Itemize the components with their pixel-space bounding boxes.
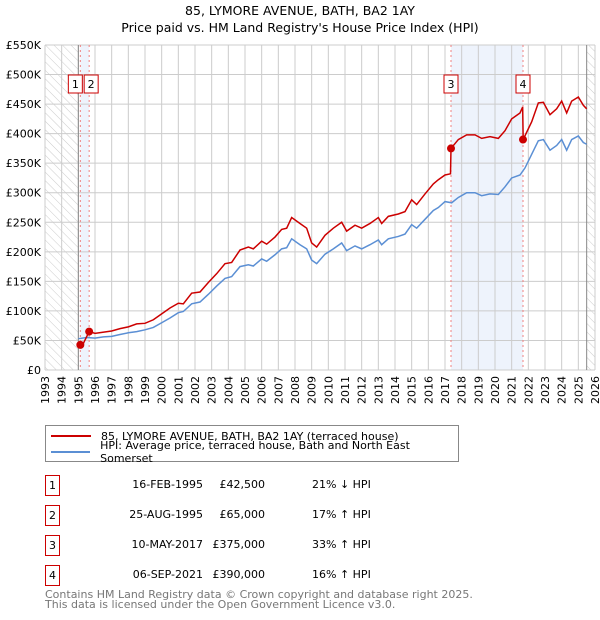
sale-point [447,144,455,153]
transaction-price: £42,500 [219,478,266,491]
x-tick-label: 1999 [139,376,152,404]
x-tick-label: 2017 [439,376,452,404]
transaction-hpi-diff: 16% ↑ HPI [312,568,371,581]
y-tick-label: £100K [6,305,42,318]
transaction-row: 4 06-SEP-2021 £390,000 16% ↑ HPI [45,565,465,586]
property-price-line [80,95,588,346]
transaction-price: £65,000 [219,508,266,521]
y-tick-label: £250K [6,216,42,229]
x-tick-label: 2022 [522,376,535,404]
transaction-hpi-diff: 33% ↑ HPI [312,538,371,551]
x-tick-label: 2025 [572,376,585,404]
transaction-number: 1 [45,475,60,496]
x-tick-label: 2010 [322,376,335,404]
transaction-price: £375,000 [212,538,266,551]
sale-label-box [443,74,459,94]
x-tick-label: 1993 [39,376,52,404]
legend-label: 85, LYMORE AVENUE, BATH, BA2 1AY (terrac… [101,429,399,443]
x-tick-label: 2011 [339,376,352,404]
footer-line-1: Contains HM Land Registry data © Crown c… [45,588,473,601]
x-tick-label: 2007 [272,376,285,404]
sale-point [519,135,527,144]
sale-point [85,327,94,336]
no-data-hatch-right [586,45,595,370]
x-tick-label: 2004 [222,376,235,404]
x-tick-label: 2018 [456,376,469,404]
transaction-date: 10-MAY-2017 [131,538,203,551]
y-tick-label: £200K [6,246,42,259]
chart-subtitle: Price paid vs. HM Land Registry's House … [121,20,479,35]
y-tick-label: £350K [6,157,42,170]
x-tick-label: 2000 [156,376,169,404]
y-tick-label: £300K [6,187,42,200]
x-tick-label: 2014 [389,376,402,404]
legend-swatch-blue [51,451,91,453]
transaction-hpi-diff: 17% ↑ HPI [312,508,371,521]
x-tick-label: 2013 [372,376,385,404]
legend-label: HPI: Average price, terraced house, Bath… [100,439,410,465]
sale-label: 3 [448,78,455,91]
sale-label-box [67,74,83,94]
x-tick-label: 2001 [172,376,185,404]
x-tick-label: 2005 [239,376,252,404]
sale-period-shade [451,45,523,370]
transaction-hpi-diff: 21% ↓ HPI [312,478,371,491]
y-tick-label: £0 [27,364,41,377]
transaction-date: 16-FEB-1995 [132,478,203,491]
price-chart: 1993 1994 1995 1996 1997 1998 1999 2000 2001 2002… [6,39,600,404]
x-tick-label: 2002 [189,376,202,404]
y-tick-label: £150K [6,275,42,288]
y-tick-label: £400K [6,128,42,141]
transaction-row: 1 16-FEB-1995 £42,500 21% ↓ HPI [45,475,465,496]
x-tick-label: 1997 [106,376,119,404]
x-tick-label: 2012 [356,376,369,404]
x-tick-label: 2020 [489,376,502,404]
transaction-number: 3 [45,535,60,556]
x-tick-label: 2019 [472,376,485,404]
y-tick-label: £50K [13,334,42,347]
x-tick-label: 2006 [256,376,269,404]
x-tick-label: 2015 [406,376,419,404]
sale-label: 4 [520,78,527,91]
x-tick-label: 2003 [206,376,219,404]
sale-period-shade [80,45,90,370]
legend-item-hpi: HPI: Average price, terraced house, Bath… [51,439,458,465]
x-tick-label: 1994 [56,376,69,404]
transaction-row: 2 25-AUG-1995 £65,000 17% ↑ HPI [45,505,465,526]
x-tick-label: 2026 [589,376,600,404]
x-tick-label: 2024 [556,376,569,404]
transaction-number: 4 [45,565,60,586]
legend-swatch-red [51,435,91,437]
sale-label-box [83,74,99,94]
x-tick-label: 2009 [306,376,319,404]
sale-label: 1 [72,78,79,91]
x-tick-label: 1996 [89,376,102,404]
transaction-price: £390,000 [212,568,266,581]
x-tick-label: 2008 [289,376,302,404]
y-tick-label: £450K [6,98,42,111]
transaction-date: 06-SEP-2021 [132,568,203,581]
x-tick-label: 2023 [539,376,552,404]
y-tick-label: £500K [6,69,42,82]
chart-title: 85, LYMORE AVENUE, BATH, BA2 1AY [185,3,415,18]
transaction-date: 25-AUG-1995 [129,508,203,521]
transaction-number: 2 [45,505,60,526]
sale-label-box [515,74,531,94]
x-tick-label: 2021 [506,376,519,404]
legend-item-property: 85, LYMORE AVENUE, BATH, BA2 1AY (terrac… [51,428,399,444]
sale-point [76,340,85,349]
footer-line-2: This data is licensed under the Open Gov… [45,598,396,611]
sale-label: 2 [88,78,95,91]
x-tick-label: 1998 [122,376,135,404]
transaction-row: 3 10-MAY-2017 £375,000 33% ↑ HPI [45,535,465,556]
x-tick-label: 1995 [72,376,85,404]
legend: 85, LYMORE AVENUE, BATH, BA2 1AY (terrac… [45,425,459,465]
hpi-line [78,135,588,340]
x-tick-label: 2016 [422,376,435,404]
y-tick-label: £550K [6,39,42,52]
